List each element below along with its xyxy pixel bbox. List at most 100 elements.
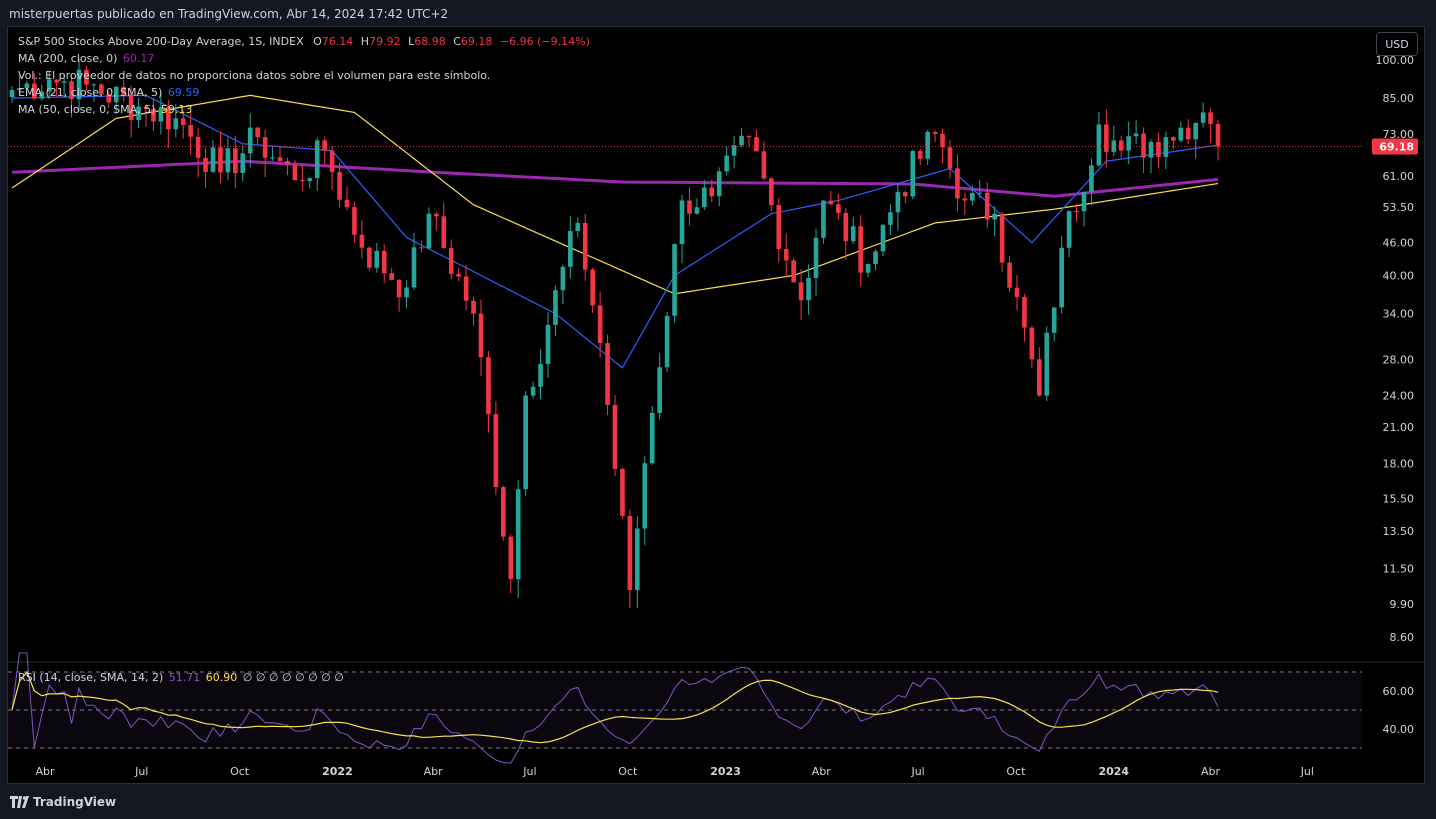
candle: [992, 206, 997, 237]
candle: [337, 162, 342, 208]
candle-body: [828, 200, 834, 205]
candle: [1215, 120, 1221, 161]
legend-symbol-row[interactable]: S&P 500 Stocks Above 200-Day Average, 1S…: [18, 35, 590, 48]
legend-ma200-label: MA (200, close, 0): [18, 52, 118, 65]
legend-rsi-row[interactable]: RSI (14, close, SMA, 14, 2) 51.71 60.90 …: [18, 671, 344, 684]
candle-body: [314, 140, 320, 179]
candle-body: [903, 192, 908, 197]
time-axis-tick: 2022: [322, 765, 353, 778]
candle: [649, 405, 655, 465]
candle-body: [91, 84, 97, 86]
candle: [582, 213, 588, 281]
candle-body: [515, 489, 521, 580]
price-axis-tick: 9.90: [1390, 598, 1415, 611]
candle: [1029, 325, 1035, 369]
candle-body: [895, 192, 901, 213]
candle-body: [910, 151, 916, 197]
candle: [84, 65, 89, 92]
legend-ema-row[interactable]: EMA (21, close, 0, SMA, 5) 69.59: [18, 86, 199, 99]
candle: [307, 177, 313, 189]
candle-body: [1178, 127, 1184, 141]
candle-body: [1141, 133, 1146, 158]
candle: [1014, 275, 1020, 311]
candle: [225, 137, 231, 180]
candle-body: [188, 125, 193, 137]
last-price-label: 69.18: [1379, 141, 1414, 154]
candle-body: [582, 222, 588, 270]
candle: [471, 296, 476, 326]
currency-button[interactable]: USD: [1376, 32, 1418, 56]
candle-body: [1089, 165, 1094, 192]
price-axis-tick: 100.00: [1376, 54, 1415, 67]
candle: [553, 285, 558, 337]
ma50-layer: [11, 94, 1219, 295]
legend-volume-row: Vol.: El proveedor de datos no proporcio…: [18, 69, 490, 82]
candle: [203, 147, 208, 189]
rsi-pane: 60.00 40.00: [8, 652, 1424, 764]
time-axis-tick: Oct: [618, 765, 638, 778]
candle-body: [151, 108, 156, 122]
ma200-layer: [11, 159, 1219, 198]
candle: [873, 249, 878, 271]
candle: [806, 264, 811, 315]
candle-body: [642, 463, 648, 529]
price-axis-tick: 85.00: [1383, 92, 1415, 105]
tradingview-logo-icon: [10, 796, 29, 808]
price-axis-tick: 24.00: [1383, 390, 1415, 403]
candle: [627, 509, 633, 609]
candle-body: [1171, 137, 1176, 141]
candle: [292, 159, 298, 181]
candle: [1037, 347, 1042, 397]
candle-body: [716, 171, 722, 197]
candle: [828, 190, 834, 206]
candle-body: [746, 135, 752, 138]
candle-body: [873, 251, 878, 264]
candle-body: [300, 180, 305, 182]
candle: [865, 263, 871, 278]
candle-body: [1059, 247, 1064, 308]
price-axis-tick: 11.50: [1383, 563, 1415, 576]
candle: [352, 201, 357, 243]
candle: [448, 239, 454, 280]
candle-body: [783, 248, 789, 261]
legend-volume-note: Vol.: El proveedor de datos no proporcio…: [18, 69, 491, 82]
candle-body: [441, 216, 447, 249]
candle-body: [791, 260, 796, 283]
candle: [210, 140, 216, 174]
candle: [880, 223, 886, 257]
rsi-line: [11, 652, 1219, 764]
candle: [61, 74, 67, 98]
candle-body: [1029, 327, 1035, 360]
candle-body: [538, 363, 543, 387]
candle-body: [679, 200, 685, 245]
candle-body: [627, 515, 633, 591]
candle-body: [1163, 137, 1169, 157]
candle-body: [776, 204, 782, 249]
candle-body: [917, 151, 923, 159]
candle: [888, 204, 893, 236]
candle-body: [270, 157, 275, 159]
candle: [970, 185, 975, 206]
candle: [151, 98, 156, 132]
candle: [605, 334, 610, 416]
candle: [270, 146, 275, 161]
chart-frame[interactable]: [7, 26, 1425, 784]
candle: [247, 113, 253, 168]
price-axis-tick: 46.00: [1383, 237, 1415, 250]
candle-body: [61, 81, 67, 83]
legend-rsi-extra: ∅ ∅ ∅ ∅ ∅ ∅ ∅ ∅: [242, 671, 344, 684]
candle-body: [180, 118, 186, 126]
candle: [9, 86, 15, 103]
candle: [389, 267, 394, 281]
legend-ma50-row[interactable]: MA (50, close, 0, SMA, 5) 59.13: [18, 103, 192, 116]
candle: [984, 182, 990, 228]
tradingview-brand: TradingView: [33, 795, 117, 809]
legend-ma200-row[interactable]: MA (200, close, 0) 60.17: [18, 52, 154, 65]
candle-body: [560, 266, 566, 291]
candle-body: [940, 133, 945, 148]
legend-ema-value: 69.59: [167, 86, 200, 99]
candle-body: [664, 315, 670, 368]
candle-body: [553, 290, 558, 325]
candle-body: [54, 79, 59, 83]
